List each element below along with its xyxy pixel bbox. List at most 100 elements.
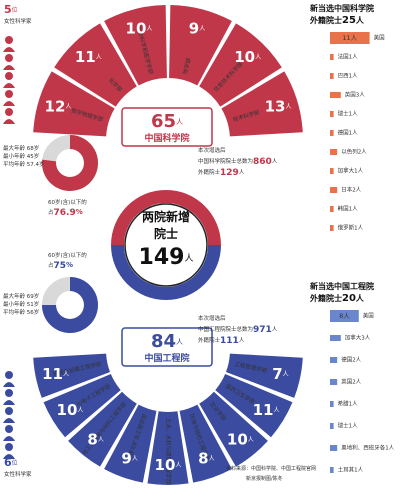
panel-title-part: 外籍院士	[310, 293, 342, 303]
foreign-bar	[330, 73, 334, 79]
summary-line-part: 129	[220, 168, 239, 178]
foreign-bar	[330, 379, 338, 385]
academy-name: 中国科学院	[144, 132, 189, 144]
division-count-part: 10	[227, 430, 248, 448]
foreign-label: 加拿大1人	[338, 167, 364, 175]
foreign-bar	[330, 111, 334, 117]
age-line: 平均年龄 56岁	[3, 308, 39, 316]
division-segment	[221, 71, 303, 137]
center-total-part: 人	[184, 253, 193, 264]
foreign-label: 土耳其1人	[338, 466, 364, 474]
summary-line: 外籍院士111人	[198, 336, 245, 346]
age-line: 平均年龄 57.4岁	[3, 160, 45, 168]
division-segment	[54, 23, 137, 107]
woman-icon-head	[5, 108, 13, 116]
summary-line-part: 111	[220, 336, 239, 346]
share-value-part: 占	[48, 208, 54, 216]
woman-icon-body	[3, 400, 15, 405]
source-line: 资料来源：中国科学院、中国工程院官网	[226, 465, 316, 472]
foreign-label: 奥地利、西班牙各1人	[341, 444, 394, 452]
summary-line: 外籍院士129人	[198, 168, 245, 178]
panel-title-part: 25	[342, 15, 356, 26]
age-line-part: 最大年龄 69岁	[3, 292, 39, 300]
academy-box	[121, 107, 213, 147]
foreign-bar	[330, 149, 338, 155]
division-count-part: 人	[283, 370, 289, 377]
division-count-part: 8	[87, 430, 97, 448]
summary-line-part: 外籍院士	[198, 168, 221, 176]
division-segment	[104, 5, 167, 86]
female-count-part: 6	[4, 456, 12, 469]
foreign-label: 德国2人	[341, 356, 361, 364]
academy-total-part: 84	[151, 331, 176, 352]
division-count-part: 人	[175, 462, 181, 469]
source-line-part: 资料来源：中国科学院、中国工程院官网	[226, 465, 316, 472]
age-line-part: 平均年龄 56岁	[3, 308, 39, 316]
woman-icon-body	[3, 418, 15, 423]
division-count: 11人	[75, 48, 102, 66]
division-count: 10人	[234, 48, 261, 66]
division-count: 11人	[253, 401, 280, 419]
division-count-part: 人	[77, 407, 83, 414]
panel-title: 外籍院士25人	[310, 15, 365, 27]
center-line-part: 院士	[154, 226, 178, 241]
division-count-part: 人	[132, 455, 138, 462]
panel-title-part: 新当选中国科学院	[310, 3, 374, 13]
share-value-part: 占	[48, 261, 54, 269]
academy-name: 中国工程院	[144, 352, 189, 364]
age-line-part: 平均年龄 57.4岁	[3, 160, 45, 168]
age-line-part: 最小年龄 45岁	[3, 152, 39, 160]
division-segment	[147, 411, 189, 485]
center-disc	[124, 203, 208, 287]
division-segment	[199, 391, 268, 467]
division-count-part: 人	[248, 436, 254, 443]
summary-line-part: 本次增选后	[198, 146, 226, 154]
division-segment	[104, 404, 157, 483]
division-count-part: 人	[273, 407, 279, 414]
female-count: 6位	[4, 456, 18, 469]
woman-icon-head	[5, 443, 13, 451]
woman-icon-body	[3, 83, 15, 88]
source-line-part: 新京报制图/陈冬	[246, 475, 283, 482]
division-segment	[179, 404, 232, 483]
foreign-label: 瑞士1人	[338, 422, 358, 430]
academy-box	[121, 327, 213, 367]
division-segment	[68, 391, 137, 467]
foreign-bar	[330, 187, 338, 193]
division-count-part: 11	[42, 364, 63, 382]
foreign-label: 英国3人	[345, 91, 365, 99]
woman-icon-body	[3, 382, 15, 387]
age-line: 最小年龄 45岁	[3, 152, 39, 160]
foreign-bar	[330, 310, 359, 322]
woman-icon-body	[3, 119, 15, 124]
summary-line-part: 中国工程院院士总数为	[198, 325, 253, 333]
summary-line-part: 本次增选后	[198, 314, 226, 322]
division-count-part: 11	[253, 401, 274, 419]
share-value-part: %	[76, 208, 83, 216]
foreign-label: 日本2人	[341, 186, 361, 194]
division-count: 11人	[42, 364, 69, 382]
division-count-part: 11	[75, 48, 96, 66]
division-count-part: 人	[285, 103, 291, 110]
division-count-part: 人	[199, 25, 205, 32]
panel-title-part: 人	[356, 15, 365, 25]
panel-title: 外籍院士20人	[310, 293, 365, 305]
source-line: 新京报制图/陈冬	[246, 475, 283, 482]
foreign-bar	[330, 467, 334, 473]
foreign-bar	[330, 335, 341, 341]
summary-line-part: 外籍院士	[198, 336, 221, 344]
woman-icon-head	[5, 90, 13, 98]
female-label: 女性科学家	[4, 17, 32, 25]
foreign-label: 巴西1人	[338, 73, 358, 80]
academy-name-part: 中国科学院	[144, 132, 189, 144]
share-value: 占75%	[48, 261, 73, 271]
academy-total: 65人	[151, 111, 183, 132]
academy-total: 84人	[151, 331, 183, 352]
foreign-bar	[330, 225, 334, 231]
woman-icon-head	[5, 54, 13, 62]
academy-name-part: 中国工程院	[144, 352, 189, 364]
woman-icon-head	[5, 36, 13, 44]
summary-line-part: 人	[239, 169, 245, 176]
division-segment	[33, 71, 115, 137]
division-count-part: 8	[198, 449, 208, 467]
